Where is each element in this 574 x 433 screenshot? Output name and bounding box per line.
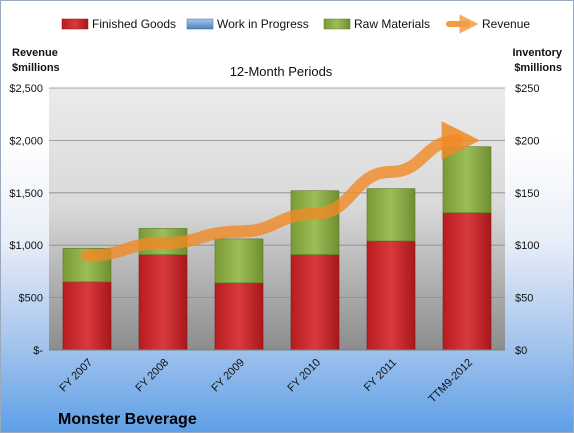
right-axis-tick-label: $50	[515, 293, 533, 305]
bar-finished-goods	[290, 254, 340, 351]
legend-swatch-raw-materials	[323, 18, 351, 30]
x-axis-ticks: FY 2007 FY 2008 FY 2009 FY 2010 FY 2011 TTM9-…	[57, 357, 475, 406]
right-axis-title-line1: Inventory	[512, 47, 562, 59]
left-axis-tick-label: $2,000	[9, 135, 43, 147]
bar-finished-goods	[214, 282, 264, 351]
right-axis-tick-label: $200	[515, 135, 539, 147]
right-axis-ticks: $0 $50 $100 $150 $200 $250	[515, 83, 539, 357]
bar-raw-materials	[214, 238, 264, 284]
legend-label-finished-goods: Finished Goods	[92, 17, 176, 31]
legend-label-raw-materials: Raw Materials	[354, 17, 430, 31]
x-axis-tick-label: FY 2011	[362, 357, 399, 394]
x-axis-tick-label: FY 2009	[209, 357, 247, 395]
bars	[62, 146, 492, 351]
chart-subtitle: 12-Month Periods	[230, 64, 333, 79]
left-axis-title-line2: $millions	[12, 62, 60, 74]
right-axis-tick-label: $150	[515, 188, 539, 200]
bar-finished-goods	[138, 254, 188, 351]
left-axis-tick-label: $1,500	[9, 188, 43, 200]
company-name: Monster Beverage	[58, 411, 197, 428]
right-axis-tick-label: $0	[515, 345, 527, 357]
legend: Finished Goods Work in Progress Raw Mate…	[61, 14, 530, 34]
left-axis-tick-label: $500	[19, 293, 43, 305]
left-axis-tick-label: $2,500	[9, 83, 43, 95]
left-axis-tick-label: $-	[33, 345, 43, 357]
right-axis-tick-label: $250	[515, 83, 539, 95]
left-axis-tick-label: $1,000	[9, 240, 43, 252]
bar-finished-goods	[442, 212, 492, 351]
legend-label-revenue: Revenue	[482, 17, 530, 31]
right-axis-tick-label: $100	[515, 240, 539, 252]
x-axis-tick-label: TTM9-2012	[426, 357, 475, 406]
legend-swatch-finished-goods	[61, 18, 89, 30]
right-axis-title-line2: $millions	[514, 62, 562, 74]
x-axis-tick-label: FY 2007	[57, 357, 95, 395]
bar-raw-materials	[442, 146, 492, 214]
bar-finished-goods	[366, 240, 416, 351]
left-axis-ticks: $- $500 $1,000 $1,500 $2,000 $2,500	[9, 83, 43, 357]
x-axis-tick-label: FY 2008	[133, 357, 171, 395]
x-axis-tick-label: FY 2010	[285, 357, 323, 395]
legend-swatch-work-in-progress	[186, 18, 214, 30]
revenue-line	[81, 121, 481, 262]
bar-raw-materials	[290, 190, 340, 255]
legend-label-work-in-progress: Work in Progress	[217, 17, 309, 31]
bar-finished-goods	[62, 281, 112, 351]
bar-raw-materials	[366, 188, 416, 242]
left-axis-title-line1: Revenue	[12, 47, 58, 59]
revenue-line-path	[81, 121, 481, 262]
